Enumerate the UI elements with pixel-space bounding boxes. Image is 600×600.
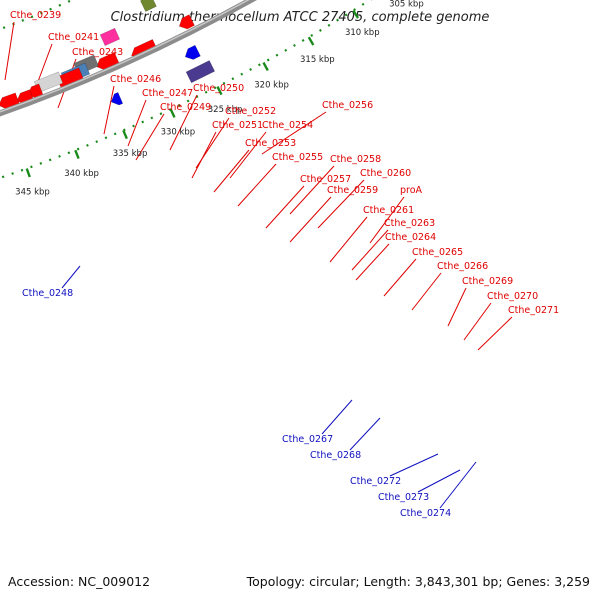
lower-gene-label: Cthe_0268 [310,450,361,461]
upper-gene-label: Cthe_0250 [193,83,244,94]
scale-tick-label: 310 kbp [345,28,380,38]
upper-gene-label: Cthe_0266 [437,261,488,272]
lower-gene-label: Cthe_0274 [400,508,451,519]
lower-leader-line [61,265,81,289]
gene-feature-4 [184,44,201,60]
upper-gene-label: Cthe_0258 [330,154,381,165]
upper-gene-label: Cthe_0243 [72,47,123,58]
scale-tick-mark [122,129,128,140]
upper-gene-label: Cthe_0257 [300,174,351,185]
lower-leader-line [439,461,477,509]
upper-leader-line [229,131,267,179]
topology-text: Topology: circular; Length: 3,843,301 bp… [246,574,590,589]
upper-gene-label: Cthe_0239 [10,10,61,21]
chromosome-backbone [0,0,257,117]
upper-leader-line [103,85,115,135]
gene-feature-13 [33,71,64,94]
upper-gene-label: Cthe_0246 [110,74,161,85]
gene-feature-8 [110,92,124,106]
upper-gene-label: Cthe_0259 [327,185,378,196]
gene-features [0,0,216,110]
upper-gene-label: Cthe_0261 [363,205,414,216]
lower-gene-label: Cthe_0272 [350,476,401,487]
lower-leader-line [321,399,353,435]
upper-gene-label: Cthe_0265 [412,247,463,258]
upper-leader-line [213,149,250,193]
label-leaders [4,21,513,509]
scale-tick-label: 340 kbp [64,169,99,179]
upper-gene-label: Cthe_0271 [508,305,559,316]
scale-tick-label: 325 kbp [208,105,243,115]
scale-tick-label: 320 kbp [254,81,289,91]
lower-gene-label: Cthe_0273 [378,492,429,503]
upper-leader-line [127,99,147,147]
accession-text: Accession: NC_009012 [8,574,151,589]
upper-gene-label: Cthe_0260 [360,168,411,179]
upper-leader-line [289,196,332,243]
upper-leader-line [261,111,327,155]
upper-leader-line [135,113,165,161]
upper-leader-line [447,287,467,327]
backbone-ring [0,0,257,117]
upper-gene-label: Cthe_0241 [48,32,99,43]
upper-gene-label: Cthe_0249 [160,102,211,113]
upper-gene-label: Cthe_0255 [272,152,323,163]
upper-gene-label: Cthe_0253 [245,138,296,149]
scale-tick-mark [74,149,80,160]
upper-leader-line [195,117,230,169]
upper-gene-label: Cthe_0270 [487,291,538,302]
lower-leader-line [349,417,381,451]
lower-leader-line [417,469,461,493]
scale-tick-label: 345 kbp [15,188,50,198]
upper-gene-label: Cthe_0256 [322,100,373,111]
scale-tick-mark [169,108,176,118]
upper-leader-line [477,316,513,351]
scale-tick-mark [352,9,360,19]
upper-leader-line [169,94,198,151]
upper-leader-line [463,302,492,341]
upper-gene-label: proA [400,185,423,196]
upper-gene-label: Cthe_0252 [225,106,276,117]
gene-feature-2 [178,14,195,30]
scale-tick-mark [25,168,31,178]
scale-tick-mark [307,36,315,46]
upper-leader-line [289,165,335,215]
scale-tick-label: 315 kbp [300,55,335,65]
upper-leader-line [265,185,305,229]
upper-leader-line [355,243,390,281]
gene-feature-5 [185,60,216,84]
upper-leader-line [237,163,277,207]
gene-feature-7 [99,27,121,47]
backbone-highlight [0,0,250,113]
upper-leader-line [4,21,15,81]
upper-leader-line [383,258,417,297]
upper-gene-label: Cthe_0251 [212,120,263,131]
scale-tick-label: 335 kbp [113,149,148,159]
upper-leader-line [369,196,405,244]
gene-labels: Cthe_0239 Cthe_0241 Cthe_0243 Cthe_0246 Cthe… [10,10,559,519]
upper-gene-label: Cthe_0254 [262,120,313,131]
upper-gene-label: Cthe_0269 [462,276,513,287]
upper-leader-line [329,216,368,263]
scale-tick-mark [262,61,269,72]
upper-gene-label: Cthe_0247 [142,88,193,99]
lower-leader-line [389,453,439,477]
upper-gene-label: Cthe_0263 [384,218,435,229]
scale-tick-label: 330 kbp [161,128,196,138]
scale-tick-mark [216,86,223,96]
lower-gene-label: Cthe_0267 [282,434,333,445]
upper-gene-label: Cthe_0264 [385,232,436,243]
scale-tick-label: 305 kbp [389,0,424,10]
gene-feature-1 [170,0,190,2]
upper-leader-line [411,272,442,311]
upper-leader-line [351,229,389,271]
lower-gene-label: Cthe_0248 [22,288,73,299]
gene-feature-3 [140,0,157,12]
upper-leader-line [317,179,365,229]
